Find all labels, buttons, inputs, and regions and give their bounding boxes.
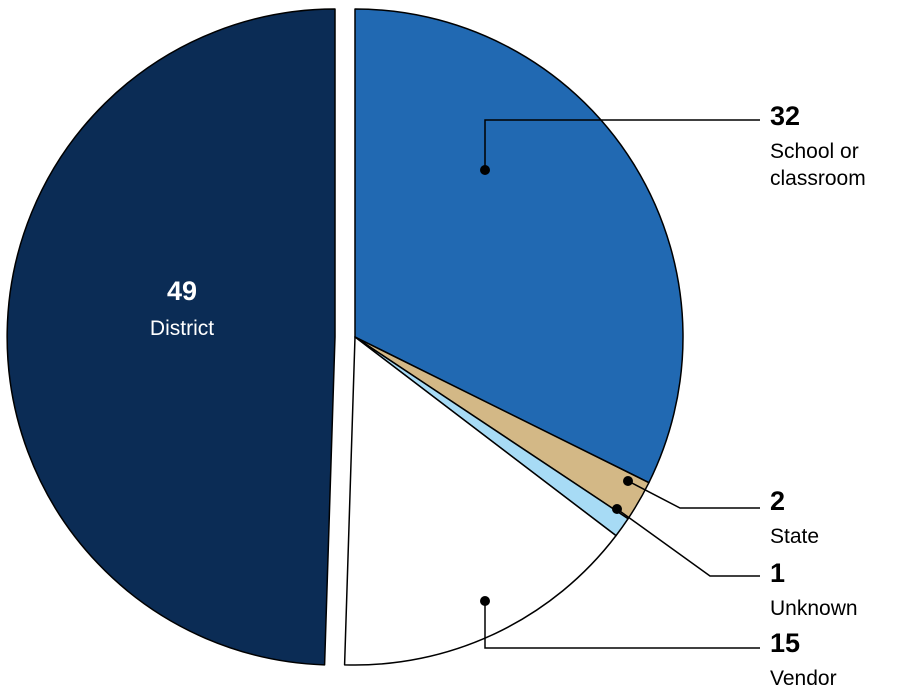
value-label-vendor: 15	[770, 628, 800, 658]
slice-labels: 32 School or classroom 2 State 1 Unknown 15 Vend…	[150, 101, 866, 690]
category-label-unknown: Unknown	[770, 597, 858, 620]
value-label-district: 49	[167, 276, 197, 306]
category-label-school-or-classroom: School or	[770, 140, 859, 163]
slice-vendor	[343, 336, 617, 666]
category-label-state: State	[770, 525, 819, 548]
leader-lines	[480, 119, 760, 649]
category-label-district: District	[150, 317, 214, 340]
category-label-vendor: Vendor	[770, 667, 837, 690]
leader-line-unknown	[616, 508, 760, 577]
slice-school-or-classroom	[354, 8, 684, 484]
value-label-unknown: 1	[770, 558, 785, 588]
value-label-school-or-classroom: 32	[770, 101, 800, 131]
slice-district	[6, 8, 336, 666]
leader-line-state	[627, 480, 760, 509]
category-label-school-or-classroom: classroom	[770, 167, 866, 190]
pie-slices	[6, 8, 684, 666]
leader-line-school-or-classroom	[484, 119, 760, 170]
leader-line-vendor	[484, 601, 760, 649]
value-label-state: 2	[770, 486, 785, 516]
